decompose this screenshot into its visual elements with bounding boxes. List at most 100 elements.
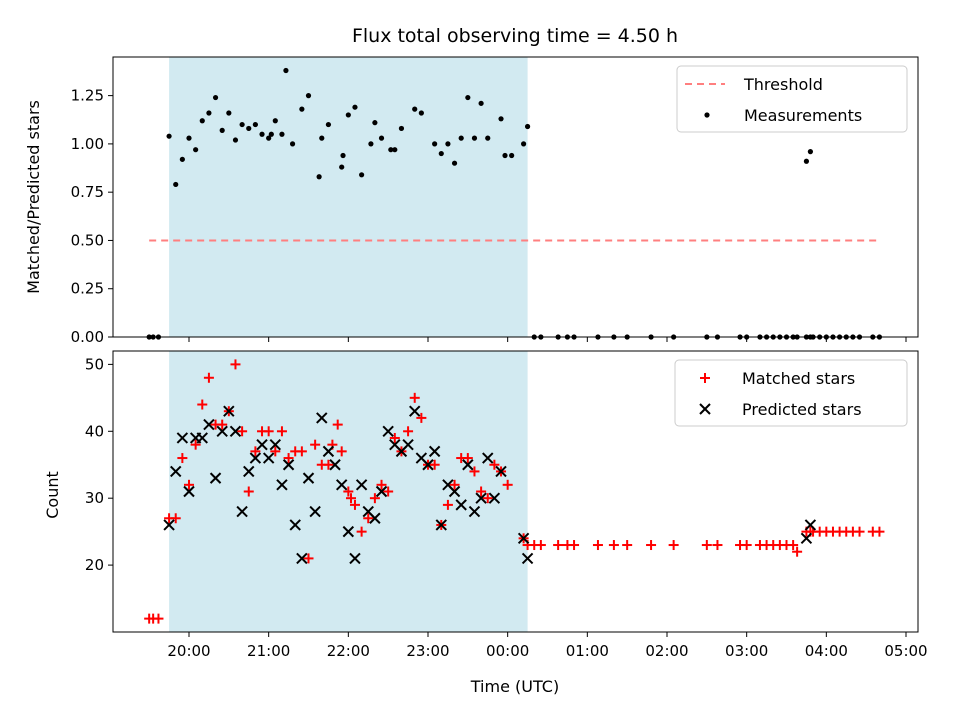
measurement-point [432,141,438,147]
matched-star-point [336,446,347,457]
predicted-star-point [495,465,507,478]
predicted-star-point [382,425,394,437]
x-b [236,505,248,518]
matched-star-point [369,493,380,504]
top-legend: Threshold Measurements [676,65,908,133]
matched-star-point [230,359,241,370]
measurement-point [272,118,278,124]
x-b [342,525,355,538]
bottom-y-tick-label: 40 [85,422,104,440]
measurement-point [345,112,351,118]
bottom-y-tick-label: 30 [85,489,104,507]
x-b [302,472,315,484]
matched-star-point [303,553,314,564]
x-tick-label: 02:00 [645,642,688,660]
predicted-star-point [163,519,175,531]
x-b [309,505,321,518]
matched-star-point [469,466,480,477]
measurement-point [340,152,346,159]
matched-star-point [608,540,619,551]
top-axes-frame [112,56,919,338]
x-b [349,552,361,565]
top-y-tick-label: 0.00 [71,328,104,346]
x-b [475,492,487,504]
matched-star-point [383,486,394,497]
legend-box [676,65,908,133]
legend-box [674,359,908,427]
measurement-point [524,123,531,130]
x-b [209,472,222,484]
x-b [176,432,189,444]
x-b [296,552,308,565]
x-b [369,512,381,524]
x-b [276,479,288,491]
bottom-y-tick-label: 20 [85,556,104,574]
x-b [382,425,394,437]
x-tick-label: 22:00 [327,642,370,660]
matched-star-point [792,546,803,557]
x-b [282,459,295,471]
measurement-point [226,110,232,116]
measurement-point [458,135,464,141]
x-b [415,452,428,464]
legend-label: Measurements [744,106,862,125]
predicted-star-point [521,552,534,565]
measurement-point [498,116,504,122]
predicted-star-point [349,552,361,565]
x-b [375,485,388,498]
matched-star-point [177,453,188,464]
top-y-tick-label: 1.25 [71,87,104,105]
x-b [243,465,255,478]
measurement-point [179,156,185,162]
matched-star-point [153,613,164,624]
matched-star-point [276,426,287,437]
x-b [249,452,262,464]
matched-star-point [197,399,208,410]
predicted-star-point [322,445,335,458]
x-b [402,438,414,451]
x-tick-label: 03:00 [725,642,768,660]
matched-star-point [184,479,194,490]
matched-star-point [553,540,564,551]
measurement-point [199,118,205,124]
matched-star-point [203,372,214,383]
predicted-star-point [309,505,321,518]
matched-star-point [170,513,181,524]
predicted-star-point [800,532,813,545]
matched-star-point [296,446,307,457]
measurement-point [339,164,345,170]
x-b [409,405,421,417]
x-b [435,519,447,531]
x-b [289,519,301,531]
bottom-axes-frame [112,350,919,633]
matched-star-point [403,426,414,437]
matched-star-point [741,540,752,551]
predicted-star-point [256,438,268,451]
measurement-point [521,141,527,147]
measurement-point [239,121,245,128]
predicted-star-point [183,485,195,498]
matched-star-point [874,526,885,537]
measurement-point [418,110,424,116]
x-b [448,485,461,498]
matched-star-point [310,439,321,450]
matched-star-point [263,426,274,437]
matched-star-point [535,540,546,551]
predicted-star-point [316,412,328,424]
matched-star-point [442,499,453,510]
measurement-point [316,174,322,180]
measurement-point [378,135,385,141]
legend-label: Matched stars [742,369,855,388]
matched-star-point [788,540,799,551]
matched-star-point [345,493,356,504]
measurement-point [388,147,394,153]
measurement-point [465,94,471,101]
measurement-point [359,172,365,178]
x-tick-label: 20:00 [167,642,210,660]
matched-star-point [592,540,603,551]
legend-x-b [699,403,711,415]
predicted-star-point [468,505,481,518]
predicted-star-point [176,432,189,444]
predicted-star-point [269,438,282,451]
matched-star-point [449,479,460,490]
